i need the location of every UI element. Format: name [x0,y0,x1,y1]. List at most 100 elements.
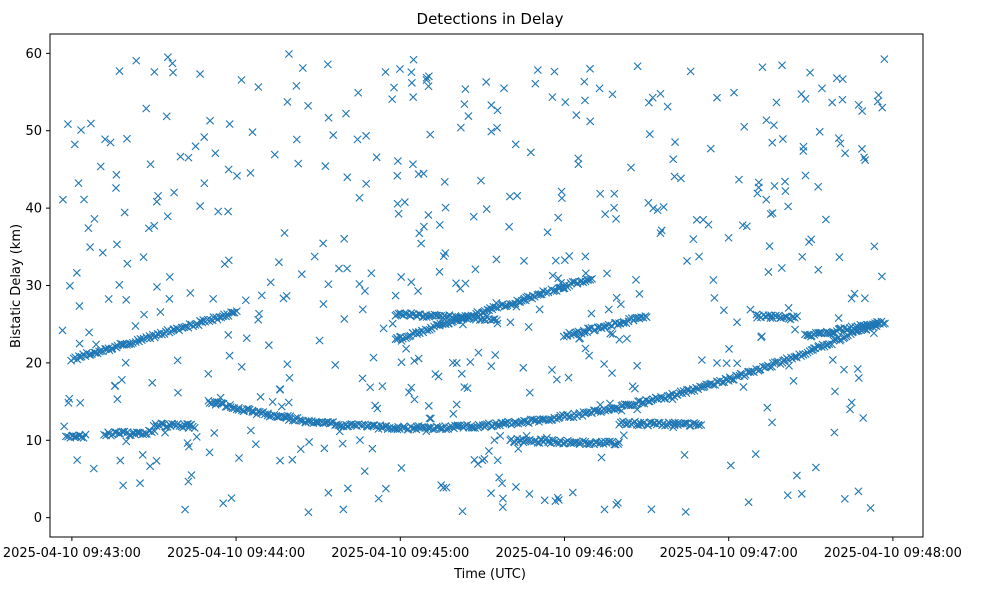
data-point [770,358,779,367]
data-point [526,148,535,157]
data-point [205,448,214,457]
data-point [605,437,614,446]
data-point [595,84,604,93]
data-point [779,313,788,322]
data-point [782,313,791,322]
data-point [547,365,556,374]
data-point [297,416,305,425]
data-point [304,101,313,110]
data-point [744,498,753,507]
data-point [435,267,444,276]
data-point [498,479,507,488]
data-point [873,97,882,106]
data-point [574,160,583,169]
data-point [106,138,115,147]
data-point [77,433,86,442]
data-point [471,265,480,274]
data-point [817,343,826,352]
data-point [184,420,193,429]
data-point [512,302,521,311]
data-point [600,360,609,369]
data-point [132,56,141,65]
data-point [246,426,255,435]
data-point [373,404,382,413]
data-point [417,239,426,248]
data-point [815,127,824,136]
data-point [150,221,159,230]
data-point [830,428,839,437]
data-point [535,305,544,314]
data-point [324,488,333,497]
data-point [778,61,786,70]
data-point [482,420,491,429]
data-point [276,385,285,394]
data-point [160,329,169,338]
data-point [850,289,859,298]
data-point [828,355,837,364]
data-point [746,368,755,377]
data-point [493,123,502,132]
data-point [581,252,590,261]
data-point [465,313,474,321]
data-point [407,383,416,392]
data-point [329,131,338,140]
data-point [335,427,344,436]
data-point [112,170,121,179]
data-point [237,75,246,84]
data-point [379,324,388,333]
data-point [190,423,199,432]
data-point [642,313,651,322]
data-point [461,85,470,94]
data-point [490,315,499,324]
data-point [414,286,423,295]
data-point [834,314,843,323]
data-point [340,314,349,323]
data-point [474,423,483,432]
data-point [169,68,178,77]
data-point [187,471,196,480]
data-point [304,508,313,517]
data-point [561,98,570,107]
data-point [142,104,151,113]
data-point [746,305,755,314]
data-point [542,433,551,442]
data-point [610,203,619,212]
data-point [170,188,179,197]
data-point [310,252,319,261]
data-point [144,224,153,233]
data-point [709,276,718,284]
data-point [730,88,738,97]
data-point [146,462,155,471]
data-point [831,387,839,396]
data-point [362,131,371,140]
data-point [224,311,233,320]
data-point [435,220,444,229]
data-point [146,160,155,169]
data-point [86,243,95,252]
data-point [209,313,218,322]
data-point [122,134,131,143]
data-point [225,351,234,360]
x-tick-label: 2025-04-10 09:47:00 [660,546,798,561]
data-point [96,347,105,356]
data-point [724,233,733,242]
data-point [670,172,679,181]
data-point [407,78,416,87]
chart-title: Detections in Delay [417,10,564,28]
data-point [75,302,84,311]
data-point [200,179,209,188]
data-point [511,482,520,491]
data-point [858,107,867,116]
data-point [276,456,285,465]
data-point [398,334,407,343]
data-point [645,130,654,139]
data-point [407,278,416,287]
data-point [552,375,561,384]
data-point [163,53,172,62]
data-point [414,170,423,179]
data-point [669,155,678,164]
data-point [116,456,125,465]
data-point [482,77,491,86]
data-point [368,444,377,453]
data-point [477,315,486,324]
